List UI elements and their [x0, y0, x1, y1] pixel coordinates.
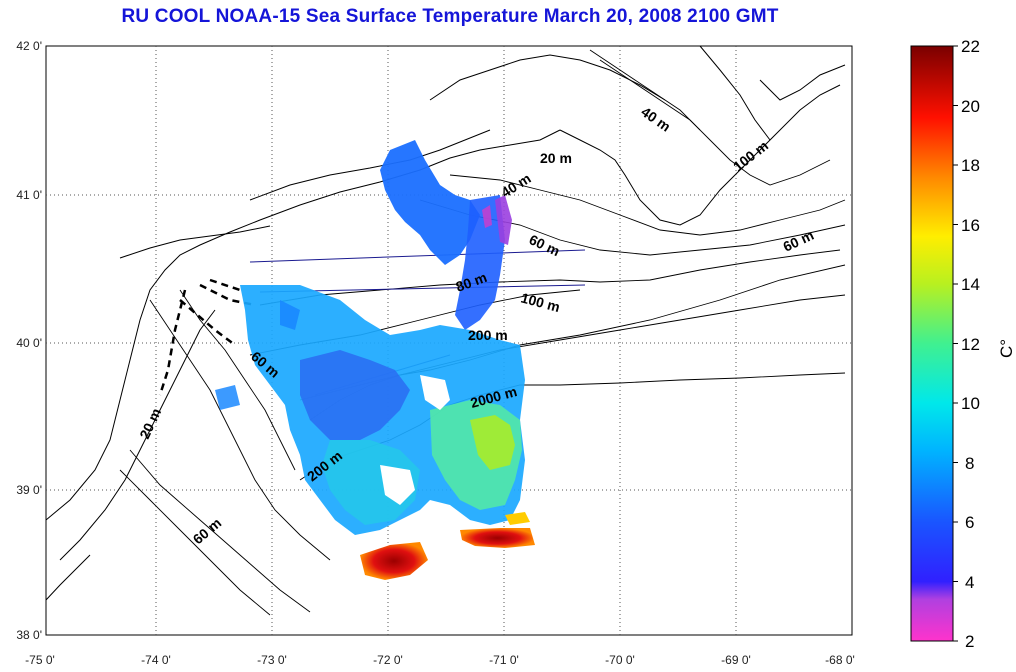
map-title: RU COOL NOAA-15 Sea Surface Temperature … — [121, 6, 779, 27]
colorbar-tick: 14 — [961, 275, 980, 294]
colorbar-tick: 10 — [961, 394, 980, 413]
colorbar-tick: 6 — [965, 513, 974, 532]
colorbar-tick: 8 — [965, 454, 974, 473]
colorbar-gradient — [910, 45, 954, 642]
lat-tick: 42 0' — [16, 39, 42, 53]
lon-tick: -68 0' — [825, 653, 855, 667]
lat-tick: 39 0' — [16, 483, 42, 497]
colorbar-tick: 20 — [961, 97, 980, 116]
lon-tick-labels: -75 0' -74 0' -73 0' -72 0' -71 0' -70 0… — [25, 653, 855, 667]
colorbar-tick: 4 — [965, 573, 974, 592]
colorbar-tick: 22 — [961, 37, 980, 56]
colorbar-tick: 16 — [961, 216, 980, 235]
coastline — [45, 45, 846, 601]
lat-tick: 40 0' — [16, 336, 42, 350]
colorbar: 22 20 18 16 14 12 10 8 6 4 2 C° — [910, 37, 1016, 651]
lon-tick: -70 0' — [605, 653, 635, 667]
colorbar-tick: 12 — [961, 335, 980, 354]
lon-tick: -69 0' — [721, 653, 751, 667]
lon-tick: -71 0' — [489, 653, 519, 667]
lat-tick-labels: 42 0' 41 0' 40 0' 39 0' 38 0' — [16, 39, 42, 642]
sst-overlay — [215, 140, 535, 580]
lat-tick: 38 0' — [16, 628, 42, 642]
lon-tick: -74 0' — [141, 653, 171, 667]
contour-label: 200 m — [468, 327, 508, 343]
colorbar-unit: C° — [997, 339, 1016, 358]
contour-label: 20 m — [540, 150, 572, 166]
colorbar-tick: 2 — [965, 632, 974, 651]
lat-tick: 41 0' — [16, 188, 42, 202]
lon-tick: -75 0' — [25, 653, 55, 667]
lon-tick: -72 0' — [373, 653, 403, 667]
lon-tick: -73 0' — [257, 653, 287, 667]
colorbar-tick: 18 — [961, 156, 980, 175]
